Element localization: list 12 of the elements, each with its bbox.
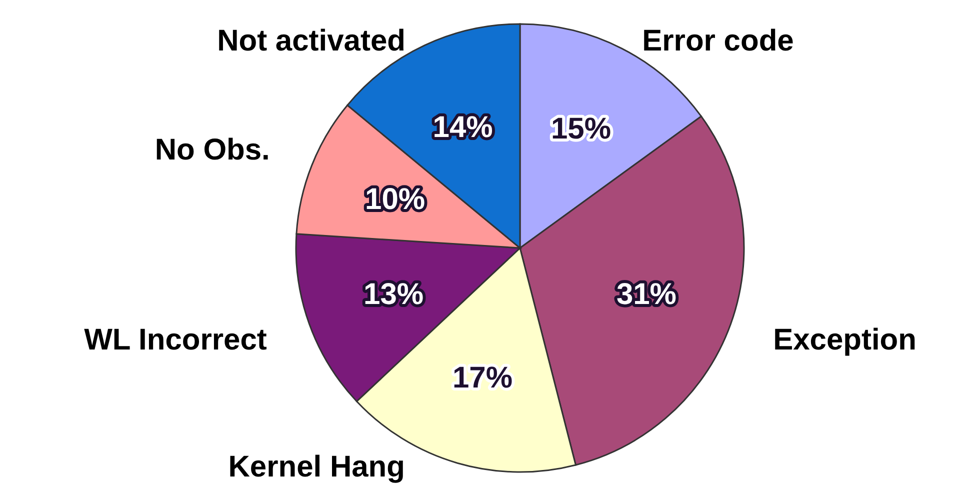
slice-label: WL Incorrect: [84, 324, 267, 357]
data-label: 13%: [364, 278, 424, 312]
slice-label: No Obs.: [154, 133, 270, 166]
data-label: 17%: [452, 362, 513, 395]
data-label: 14%: [432, 110, 493, 144]
slice-label: Not activated: [217, 24, 406, 58]
slice-label: Kernel Hang: [228, 450, 405, 484]
data-label: 15%: [550, 112, 612, 146]
data-label: 10%: [365, 183, 426, 216]
data-label: 31%: [616, 278, 676, 312]
slice-label: Error code: [642, 24, 794, 58]
slice-label: Exception: [773, 324, 916, 357]
